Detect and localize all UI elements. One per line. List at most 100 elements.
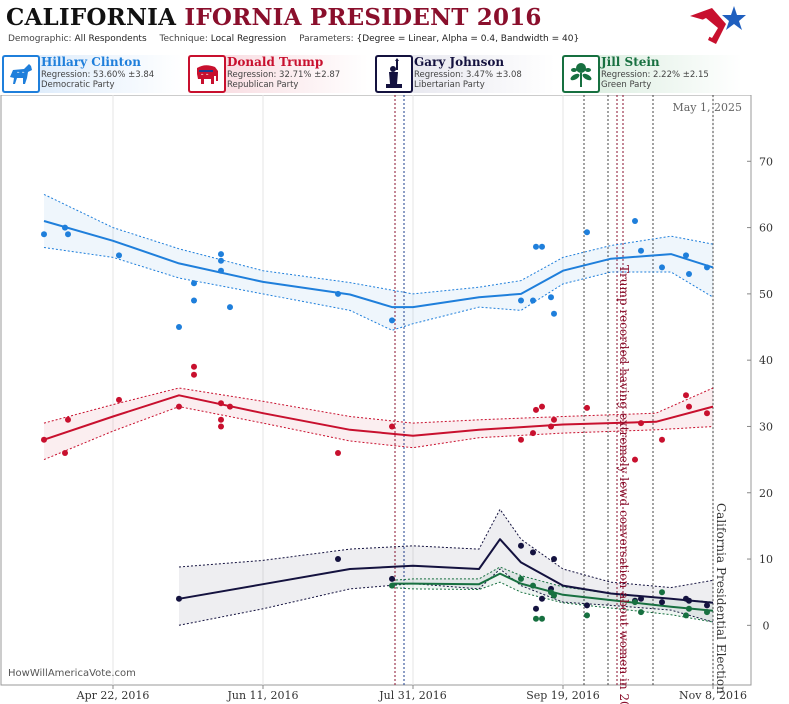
lower-bound-line [43, 247, 714, 331]
poll-point [659, 589, 665, 596]
poll-point [686, 403, 692, 410]
candidate-name: Jill Stein [601, 55, 660, 69]
site-logo-icon [690, 6, 746, 44]
poll-point [65, 416, 71, 423]
poll-point [632, 599, 638, 606]
candidate-regression: Regression: 2.22% ±2.15 [601, 70, 709, 80]
poll-point [686, 271, 692, 277]
poll-point [533, 605, 539, 612]
title-race: IFORNIA PRESIDENT 2016 [184, 4, 542, 31]
poll-point [638, 595, 644, 602]
parameters-value: {Degree = Linear, Alpha = 0.4, Bandwidth… [356, 34, 580, 44]
poll-point [335, 290, 341, 297]
poll-point [389, 317, 395, 324]
y-tick-label: 50 [759, 288, 773, 301]
lower-bound-line [391, 581, 714, 623]
candidate-party: Green Party [601, 80, 652, 90]
poll-point [551, 416, 557, 423]
poll-point [191, 280, 197, 287]
poll-point [176, 403, 182, 410]
poll-point [218, 251, 224, 258]
poll-point [227, 403, 233, 410]
technique-value: Local Regression [210, 34, 287, 44]
poll-point [518, 575, 524, 582]
poll-point [530, 549, 536, 556]
site-watermark: HowWillAmericaVote.com [8, 668, 136, 679]
poll-point [659, 264, 665, 271]
elephant-icon [188, 55, 226, 93]
poll-point [41, 436, 47, 443]
poll-point [704, 609, 710, 616]
poll-point [191, 297, 197, 304]
poll-point [218, 416, 224, 423]
poll-point [659, 436, 665, 443]
upper-bound-line [43, 387, 714, 424]
candidate-party: Libertarian Party [414, 80, 485, 90]
candidate-card-stein: Jill Stein Regression: 2.22% ±2.15 Green… [562, 55, 742, 93]
demographic-value: All Respondents [74, 34, 147, 44]
candidate-name: Donald Trump [227, 55, 324, 69]
poll-point [683, 392, 689, 399]
poll-point [584, 229, 590, 236]
poll-point [191, 371, 197, 378]
poll-point [539, 615, 545, 622]
candidate-card-johnson: Gary Johnson Regression: 3.47% ±3.08 Lib… [375, 55, 555, 93]
page-title: CALIFORNIA IFORNIA PRESIDENT 2016 [6, 4, 542, 31]
donkey-icon [2, 55, 40, 93]
poll-point [632, 456, 638, 463]
candidate-regression: Regression: 3.47% ±3.08 [414, 70, 522, 80]
poll-point [584, 612, 590, 619]
poll-point [530, 297, 536, 304]
poll-point [704, 264, 710, 271]
poll-point [539, 243, 545, 250]
poll-point [584, 404, 590, 411]
y-tick-label: 60 [759, 222, 773, 235]
poll-point [704, 410, 710, 417]
poll-point [335, 556, 341, 562]
poll-point [686, 597, 692, 604]
liberty-icon [375, 55, 413, 93]
parameters-label: Parameters: [299, 34, 354, 44]
poll-point [632, 218, 638, 224]
poll-point [218, 400, 224, 407]
poll-point [116, 396, 122, 403]
poll-point [551, 592, 557, 599]
lower-bound-line [43, 406, 714, 461]
upper-bound-line [178, 508, 714, 589]
y-tick-label: 10 [759, 553, 773, 566]
poll-point [530, 430, 536, 437]
confidence-band [44, 388, 713, 460]
x-tick-label: Apr 22, 2016 [76, 689, 150, 702]
poll-point [65, 231, 71, 238]
poll-point [548, 294, 554, 301]
poll-point [62, 224, 68, 231]
trend-line [43, 394, 714, 441]
y-tick-label: 20 [759, 487, 773, 500]
poll-point [41, 231, 47, 238]
poll-point [176, 324, 182, 330]
x-tick-label: Jul 31, 2016 [378, 689, 447, 702]
poll-point [518, 436, 524, 443]
candidate-card-clinton: Hillary Clinton Regression: 53.60% ±3.84… [2, 55, 182, 93]
poll-point [116, 252, 122, 259]
poll-point [551, 556, 557, 562]
y-tick-label: 40 [759, 354, 773, 367]
candidate-name: Hillary Clinton [41, 55, 141, 69]
poll-point [533, 243, 539, 250]
trend-line [43, 220, 714, 309]
poll-point [389, 582, 395, 589]
poll-point [686, 605, 692, 612]
poll-point [62, 450, 68, 456]
poll-point [704, 602, 710, 609]
candidate-party: Democratic Party [41, 80, 115, 90]
poll-point [584, 602, 590, 609]
technique-label: Technique: [159, 34, 208, 44]
poll-point [218, 423, 224, 430]
poll-point [191, 363, 197, 370]
parameters-line: Demographic: All Respondents Technique: … [8, 34, 579, 44]
poll-point [638, 247, 644, 254]
poll-point [218, 257, 224, 264]
poll-point [539, 595, 545, 602]
poll-point [335, 450, 341, 456]
candidate-card-trump: Donald Trump Regression: 32.71% ±2.87 Re… [188, 55, 368, 93]
